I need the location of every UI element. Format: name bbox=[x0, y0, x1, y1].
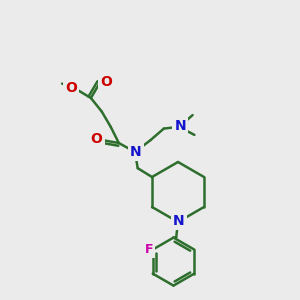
Text: O: O bbox=[65, 81, 77, 95]
Text: N: N bbox=[130, 145, 142, 159]
Text: O: O bbox=[91, 132, 102, 146]
Text: N: N bbox=[173, 214, 185, 228]
Text: O: O bbox=[100, 75, 112, 89]
Text: F: F bbox=[145, 243, 153, 256]
Text: N: N bbox=[174, 119, 186, 133]
